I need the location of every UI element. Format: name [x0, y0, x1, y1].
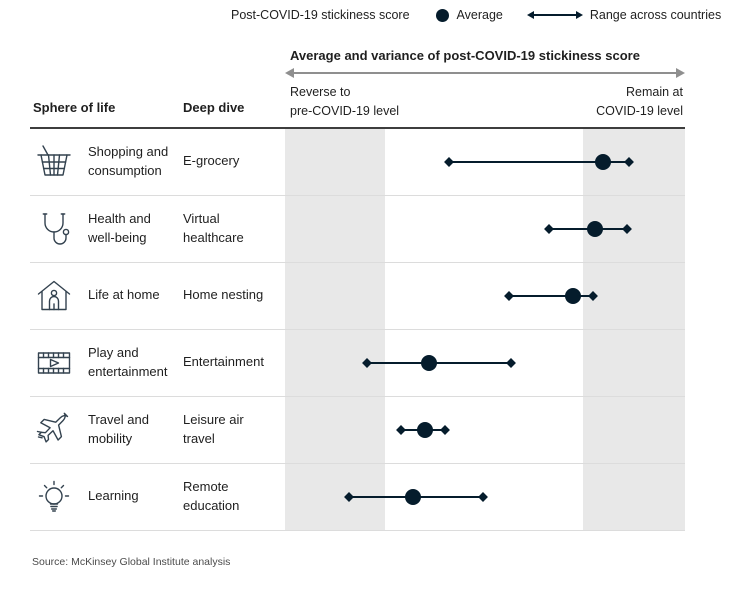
average-dot-icon: [435, 8, 449, 22]
range-min-diamond: [504, 290, 514, 301]
icon-cell: [30, 343, 85, 383]
deep-dive-label: Home nesting: [183, 287, 264, 303]
sphere-label: Shopping and consumption: [88, 144, 169, 178]
legend-range-label: Range across countries: [589, 8, 722, 22]
range-line: [504, 290, 598, 301]
deep-dive-label: Entertainment: [183, 354, 264, 370]
table-row-shopping: Shopping and consumption E-grocery: [30, 128, 685, 196]
range-plot: [285, 262, 685, 329]
range-arrow-icon: [526, 11, 583, 19]
axis-labels: Reverse to pre-COVID-19 level Remain at …: [285, 83, 685, 121]
axis-double-arrow-icon: [285, 68, 685, 78]
deep-dive-label: Remote education: [183, 479, 240, 513]
deep-dive-label: E-grocery: [183, 153, 240, 169]
average-dot: [595, 153, 611, 170]
table-row-travel: Travel and mobility Leisure air travel: [30, 396, 685, 464]
sphere-label: Travel and mobility: [88, 412, 149, 446]
table-row-health: Health and well-being Virtual healthcare: [30, 195, 685, 263]
range-max-diamond: [478, 491, 488, 502]
range-min-diamond: [544, 223, 554, 234]
range-max-diamond: [506, 357, 516, 368]
sphere-label: Life at home: [88, 287, 160, 303]
range-max-diamond: [440, 424, 450, 435]
range-min-diamond: [444, 156, 454, 167]
average-dot: [405, 488, 421, 505]
sphere-label: Learning: [88, 488, 139, 504]
house-person-icon: [37, 280, 71, 310]
stickiness-table: Sphere of life Deep dive Average and var…: [30, 42, 685, 531]
icon-cell: [30, 410, 85, 450]
range-line: [362, 357, 516, 368]
deep-dive-label: Virtual healthcare: [183, 211, 244, 245]
average-dot: [421, 354, 437, 371]
range-min-diamond: [344, 491, 354, 502]
range-max-diamond: [624, 156, 634, 167]
lightbulb-icon: [38, 480, 70, 512]
average-dot: [565, 287, 581, 304]
table-row-home: Life at home Home nesting: [30, 262, 685, 330]
range-plot: [285, 396, 685, 463]
deep-dive-label: Leisure air travel: [183, 412, 244, 446]
legend-item-range: Range across countries: [526, 8, 722, 22]
film-play-icon: [37, 351, 71, 374]
stethoscope-icon: [42, 212, 70, 245]
legend-title: Post-COVID-19 stickiness score: [231, 8, 410, 22]
shopping-basket-icon: [37, 144, 71, 176]
column-header-sphere: Sphere of life: [33, 99, 116, 115]
icon-cell: [30, 276, 85, 316]
icon-cell: [30, 209, 85, 249]
table-row-learning: Learning Remote education: [30, 463, 685, 531]
legend-average-label: Average: [456, 8, 503, 22]
chart-axis-header: Average and variance of post-COVID-19 st…: [285, 42, 685, 127]
range-plot: [285, 128, 685, 195]
table-header: Sphere of life Deep dive Average and var…: [30, 42, 685, 129]
axis-label-right: Remain at COVID-19 level: [596, 85, 683, 118]
chart-legend: Post-COVID-19 stickiness score Average R…: [231, 8, 747, 22]
source-note: Source: McKinsey Global Institute analys…: [32, 556, 231, 568]
range-plot: [285, 463, 685, 530]
sphere-label: Health and well-being: [88, 211, 151, 245]
average-dot: [587, 220, 603, 237]
range-max-diamond: [622, 223, 632, 234]
table-row-play: Play and entertainment Entertainment: [30, 329, 685, 397]
icon-cell: [30, 142, 85, 182]
range-min-diamond: [362, 357, 372, 368]
axis-label-left: Reverse to pre-COVID-19 level: [290, 85, 400, 118]
range-plot: [285, 329, 685, 396]
range-line: [444, 156, 634, 167]
sphere-label: Play and entertainment: [88, 345, 168, 379]
range-min-diamond: [396, 424, 406, 435]
range-max-diamond: [588, 290, 598, 301]
table-body: Shopping and consumption E-grocery He: [30, 128, 685, 531]
range-plot: [285, 195, 685, 262]
column-header-deep-dive: Deep dive: [183, 99, 245, 115]
average-dot: [417, 421, 433, 438]
airplane-icon: [36, 412, 69, 443]
legend-item-average: Average: [435, 8, 503, 22]
chart-title: Average and variance of post-COVID-19 st…: [290, 48, 640, 63]
icon-cell: [30, 477, 85, 517]
